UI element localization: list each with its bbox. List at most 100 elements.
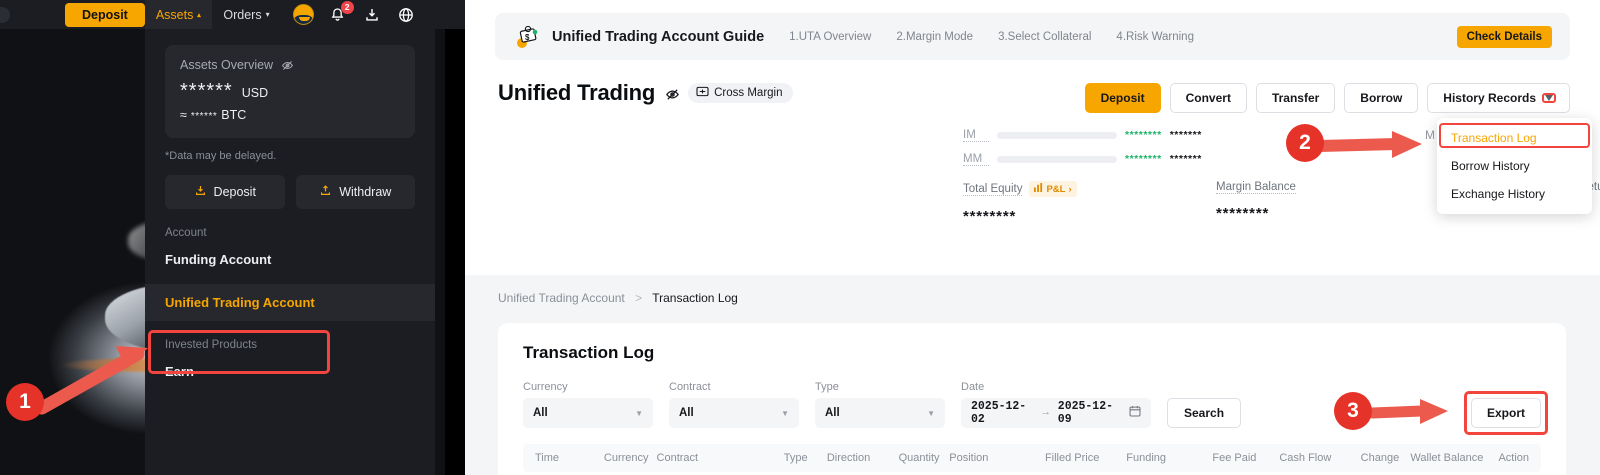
filter-contract: Contract All ▼ <box>669 381 799 428</box>
chevron-down-icon: ▼ <box>781 408 789 418</box>
th-fee-paid: Fee Paid <box>1212 452 1257 464</box>
assets-item-unified-trading-account[interactable]: Unified Trading Account <box>145 284 435 321</box>
th-action: Action <box>1498 452 1530 464</box>
deposit-arrow-icon <box>194 184 207 200</box>
th-funding: Funding <box>1126 452 1167 464</box>
assets-overview-header: Assets Overview <box>180 58 400 72</box>
globe-icon[interactable] <box>396 5 416 25</box>
withdraw-arrow-icon <box>319 184 332 200</box>
assets-section-account: Account <box>165 227 207 239</box>
th-cash-flow: Cash Flow <box>1279 452 1332 464</box>
th-change: Change <box>1360 452 1400 464</box>
th-time: Time <box>535 452 560 464</box>
th-filled-price: Filled Price <box>1044 452 1100 464</box>
assets-item-earn[interactable]: Earn <box>165 364 194 379</box>
cross-margin-chip[interactable]: Cross Margin <box>688 83 793 103</box>
guide-title: Unified Trading Account Guide <box>552 28 765 45</box>
account-action-buttons: Deposit Convert Transfer Borrow History … <box>1084 83 1570 113</box>
date-start-value: 2025-12-02 <box>971 400 1027 426</box>
type-select[interactable]: All ▼ <box>815 398 945 428</box>
assets-amount-row: ****** USD <box>180 81 400 101</box>
nav-icon-group: 2 <box>292 0 416 25</box>
assets-action-row: Deposit Withdraw <box>165 175 415 209</box>
download-icon[interactable] <box>362 5 382 25</box>
bell-icon[interactable]: 2 <box>328 0 354 25</box>
breadcrumb: Unified Trading Account > Transaction Lo… <box>498 291 738 305</box>
th-currency: Currency <box>603 452 649 464</box>
dropdown-item-transaction-log[interactable]: Transaction Log <box>1451 131 1537 145</box>
eye-off-icon-balance[interactable] <box>665 87 680 100</box>
assets-overview-card: Assets Overview ****** USD ≈ ****** BTC <box>165 45 415 138</box>
assets-currency-label: USD <box>241 86 269 100</box>
guide-step-4[interactable]: 4.Risk Warning <box>1116 30 1194 43</box>
im-green-value: ******** <box>1125 129 1162 141</box>
date-range-picker[interactable]: 2025-12-02 → 2025-12-09 <box>961 398 1151 428</box>
dropdown-item-borrow-history[interactable]: Borrow History <box>1451 159 1530 173</box>
th-direction: Direction <box>826 452 871 464</box>
mm-progress-bar <box>997 155 1117 163</box>
th-contract: Contract <box>656 452 699 464</box>
pnl-label: P&L <box>1046 183 1066 195</box>
search-button[interactable]: Search <box>1167 398 1242 428</box>
annotation-marker-3: 3 <box>1334 392 1372 430</box>
breadcrumb-separator: > <box>635 291 643 305</box>
metric-total-equity: Total Equity P&L › ******** <box>963 181 1216 225</box>
th-type: Type <box>783 452 808 464</box>
borrow-button[interactable]: Borrow <box>1344 83 1419 113</box>
nav-assets-menu[interactable]: Assets ▾ <box>144 0 213 29</box>
guide-step-2[interactable]: 2.Margin Mode <box>896 30 974 43</box>
approx-symbol: ≈ <box>180 108 187 122</box>
deposit-button[interactable]: Deposit <box>1084 83 1161 113</box>
guide-step-3[interactable]: 3.Select Collateral <box>998 30 1092 43</box>
assets-amount-value: ****** <box>180 80 233 102</box>
assets-deposit-button[interactable]: Deposit <box>165 175 285 209</box>
contract-select[interactable]: All ▼ <box>669 398 799 428</box>
transaction-log-section: Unified Trading Account > Transaction Lo… <box>465 275 1600 475</box>
nav-orders-label: Orders <box>223 7 262 22</box>
breadcrumb-parent[interactable]: Unified Trading Account <box>498 291 625 305</box>
assets-withdraw-button[interactable]: Withdraw <box>295 175 415 209</box>
transaction-log-card: Transaction Log Currency All ▼ Contract … <box>498 323 1566 475</box>
currency-select[interactable]: All ▼ <box>523 398 653 428</box>
filter-row: Currency All ▼ Contract All ▼ Type <box>523 381 1548 435</box>
dropdown-item-exchange-history[interactable]: Exchange History <box>1451 187 1546 201</box>
annotation-marker-1: 1 <box>6 383 44 421</box>
filter-currency: Currency All ▼ <box>523 381 653 428</box>
avatar[interactable] <box>292 4 314 25</box>
chevron-down-icon: ▼ <box>927 408 935 418</box>
eye-off-icon[interactable] <box>281 59 294 72</box>
margin-balance-value: ******** <box>1216 205 1270 222</box>
guide-step-1[interactable]: 1.UTA Overview <box>789 30 872 43</box>
svg-text:$: $ <box>525 33 530 42</box>
logo-icon[interactable] <box>0 6 10 23</box>
dropdown-ghost-text: M <box>1425 128 1435 142</box>
export-button[interactable]: Export <box>1470 398 1541 428</box>
chart-icon <box>1034 183 1043 195</box>
history-records-button[interactable]: History Records <box>1427 83 1570 113</box>
total-equity-value: ******** <box>963 208 1017 225</box>
check-details-button[interactable]: Check Details <box>1456 25 1552 48</box>
nav-deposit-button[interactable]: Deposit <box>65 2 145 27</box>
cross-margin-label: Cross Margin <box>714 87 783 99</box>
history-records-label: History Records <box>1443 91 1536 105</box>
margin-balance-label: Margin Balance <box>1216 181 1296 194</box>
chevron-down-icon: ▼ <box>635 408 643 418</box>
mm-green-value: ******** <box>1125 153 1162 165</box>
assets-item-funding-account[interactable]: Funding Account <box>165 252 272 267</box>
pnl-chip[interactable]: P&L › <box>1029 181 1077 197</box>
assets-withdraw-label: Withdraw <box>339 185 392 199</box>
left-dark-panel: Deposit Assets ▾ Orders ▾ 2 <box>0 0 465 475</box>
margin-indicator-rows: IM ******** ******* MM ******** ******* <box>963 126 1223 168</box>
nav-orders-menu[interactable]: Orders ▾ <box>212 0 280 29</box>
margin-row-im: IM ******** ******* <box>963 126 1223 144</box>
chevron-right-icon: › <box>1068 183 1072 195</box>
page-title: Unified Trading <box>498 80 656 105</box>
convert-button[interactable]: Convert <box>1169 83 1247 113</box>
transfer-button[interactable]: Transfer <box>1255 83 1336 113</box>
nav-assets-label: Assets <box>155 7 194 22</box>
mm-black-value: ******* <box>1169 153 1202 165</box>
im-black-value: ******* <box>1169 129 1202 141</box>
th-wallet-balance: Wallet Balance <box>1410 452 1484 464</box>
main-content-area: $ Unified Trading Account Guide 1.UTA Ov… <box>465 0 1600 475</box>
type-filter-label: Type <box>815 381 839 393</box>
